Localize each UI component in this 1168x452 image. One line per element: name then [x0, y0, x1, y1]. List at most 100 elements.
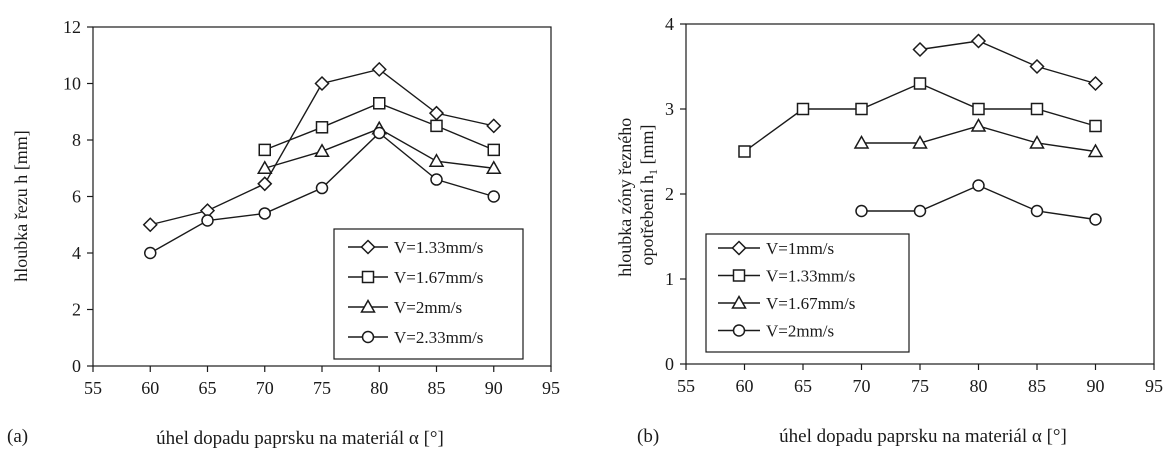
chart-b-data-point — [912, 134, 928, 149]
chart-b-data-point — [913, 77, 927, 90]
chart-a-x-tick-label: 70 — [256, 378, 274, 398]
chart-a-data-point — [487, 143, 500, 157]
chart-a-y-tick-label: 6 — [72, 187, 81, 207]
chart-b-legend-label: V=2mm/s — [766, 322, 834, 341]
chart-b-series-2 — [738, 77, 1102, 158]
chart-a-data-point — [315, 121, 329, 134]
chart-a-x-tick-label: 65 — [199, 378, 217, 398]
chart-b-data-point — [855, 102, 868, 116]
chart-a-legend-marker — [360, 239, 376, 255]
chart-a-data-point — [486, 118, 502, 134]
chart-a-x-tick-label: 55 — [84, 378, 102, 398]
chart-a-series-4 — [144, 126, 500, 260]
chart-b-legend-marker — [731, 240, 747, 256]
chart-a-data-point — [371, 61, 387, 77]
chart-a-x-tick-label: 95 — [542, 378, 560, 398]
chart-b-y-tick-label: 3 — [665, 99, 674, 119]
chart-b-y-axis-label-line-1: hloubka zóny řezného — [615, 118, 635, 277]
chart-b-data-point — [1030, 102, 1044, 116]
chart-b-data-point — [972, 102, 985, 116]
chart-a-data-point — [314, 143, 330, 158]
chart-a-y-tick-label: 10 — [63, 74, 81, 94]
chart-b-series-line — [919, 40, 1096, 85]
chart-a-x-tick-label: 75 — [313, 378, 331, 398]
chart-a-data-point — [314, 75, 330, 92]
chart-b-x-tick-label: 95 — [1145, 376, 1163, 396]
chart-a-data-point — [257, 176, 273, 192]
chart-b-legend-label: V=1.67mm/s — [766, 294, 855, 313]
chart-b-y-axis-label-subscript: 1 — [646, 169, 660, 175]
chart-b-x-tick-label: 80 — [970, 376, 988, 396]
chart-a-y-tick-label: 8 — [72, 130, 81, 150]
chart-b-x-tick-label: 60 — [736, 376, 754, 396]
chart-b-legend: V=1mm/s V=1.33mm/s V=1.67mm/s V=2mm/s — [705, 233, 910, 353]
chart-b-y-tick-label: 2 — [665, 184, 674, 204]
chart-a-legend-marker — [361, 270, 375, 284]
chart-a-data-point — [373, 97, 386, 110]
chart-b-y-axis-label-unit: [mm] — [637, 125, 657, 170]
chart-a-data-point — [144, 246, 157, 260]
chart-b-legend-label: V=1mm/s — [766, 239, 834, 258]
chart-b-data-point — [1089, 213, 1102, 226]
chart-a-data-point — [430, 119, 443, 133]
chart-a-legend-marker — [361, 330, 375, 344]
chart-a-data-point — [258, 207, 271, 220]
chart-b-y-tick-label: 1 — [665, 269, 674, 289]
chart-a-y-axis-label: hloubka řezu h [mm] — [11, 130, 31, 281]
chart-a-legend-label: V=2.33mm/s — [394, 328, 483, 347]
chart-b-data-point — [970, 117, 987, 132]
chart-a-y-tick-label: 2 — [72, 300, 81, 320]
chart-a-data-point — [487, 190, 500, 203]
chart-a-legend-label: V=1.67mm/s — [394, 268, 483, 287]
chart-a-series-1 — [142, 61, 502, 233]
chart-a-y-tick-label: 12 — [63, 17, 81, 37]
chart-b-y-axis-label: hloubka zóny řezného opotřebení h1 [mm] — [615, 113, 660, 276]
chart-b-data-point — [796, 102, 810, 116]
chart-a-data-point — [430, 173, 443, 186]
chart-a-x-tick-label: 80 — [370, 378, 388, 398]
chart-b-x-tick-label: 85 — [1028, 376, 1046, 396]
chart-b-x-tick-label: 75 — [911, 376, 929, 396]
chart-a: hloubka řezu h [mm] úhel dopadu paprsku … — [7, 17, 560, 449]
chart-a-data-point — [428, 105, 445, 121]
chart-b-series-3 — [853, 117, 1104, 158]
chart-b-data-point — [1087, 143, 1104, 158]
chart-b-data-point — [1029, 134, 1045, 149]
chart-a-y-tick-label: 4 — [72, 243, 81, 263]
chart-a-data-point — [201, 214, 214, 227]
chart-b-data-point — [912, 41, 928, 58]
chart-a-data-point — [315, 181, 329, 195]
chart-b-x-tick-label: 65 — [794, 376, 812, 396]
chart-a-x-tick-label: 90 — [485, 378, 503, 398]
chart-a-series-2 — [258, 97, 500, 157]
chart-b-x-axis-label: úhel dopadu paprsku na materiál α [°] — [779, 426, 1067, 447]
chart-a-data-point — [258, 143, 271, 157]
chart-b-y-tick-label: 4 — [665, 14, 674, 34]
chart-b-panel-label: (b) — [637, 426, 659, 447]
chart-b-legend-marker — [731, 294, 747, 309]
chart-b-legend-label: V=1.33mm/s — [766, 267, 855, 286]
chart-a-y-tick-label: 0 — [72, 356, 81, 376]
chart-b-x-tick-label: 90 — [1087, 376, 1105, 396]
chart-a-panel-label: (a) — [7, 426, 28, 447]
chart-a-data-point — [142, 217, 158, 233]
chart-b-legend-marker — [732, 324, 746, 337]
chart-a-legend-label: V=2mm/s — [394, 298, 462, 317]
chart-b-data-point — [1030, 204, 1044, 218]
chart-b-y-axis-label-line-2: opotřebení h — [637, 175, 657, 265]
chart-a-data-point — [256, 160, 273, 174]
chart-b-data-point — [1087, 75, 1104, 92]
chart-b-data-point — [1089, 119, 1102, 133]
chart-b-data-point — [855, 204, 868, 218]
chart-b-data-point — [738, 145, 751, 158]
chart-b-series-1 — [912, 33, 1104, 92]
chart-a-data-point — [373, 126, 386, 140]
chart-a-x-tick-label: 60 — [141, 378, 159, 398]
chart-b-data-point — [1029, 58, 1045, 75]
chart-a-x-tick-label: 85 — [428, 378, 446, 398]
chart-b-x-tick-label: 70 — [853, 376, 871, 396]
chart-a-legend: V=1.33mm/s V=1.67mm/s V=2mm/s V=2.33mm/s — [333, 228, 524, 360]
chart-b-x-tick-label: 55 — [677, 376, 695, 396]
chart-a-legend-marker — [360, 298, 376, 313]
